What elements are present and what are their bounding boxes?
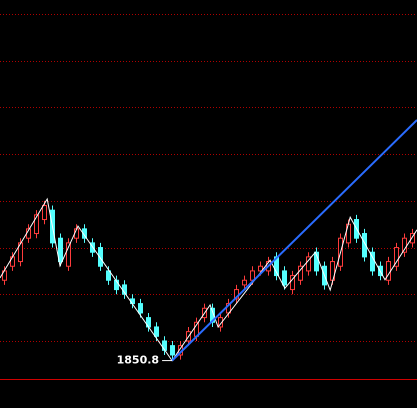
candle-body <box>114 279 119 291</box>
candle-body <box>138 303 143 314</box>
candle-body <box>242 279 247 286</box>
candle-body <box>218 317 223 328</box>
trend-line <box>171 119 417 362</box>
candle-body <box>66 242 71 267</box>
candle-body <box>298 265 303 281</box>
candle-body <box>314 251 319 272</box>
candle-body <box>154 326 159 337</box>
candle-body <box>42 205 47 221</box>
candle-body <box>98 247 103 267</box>
zigzag-line <box>0 197 417 362</box>
candle-body <box>34 214 39 235</box>
candle-body <box>106 270 111 281</box>
candle-body <box>394 247 399 267</box>
candle-body <box>290 275 295 291</box>
candle-body <box>170 345 175 356</box>
candle-body <box>362 233 367 258</box>
candle-body <box>410 233 415 244</box>
low-annotation: 1850.8 <box>117 354 159 367</box>
candle-body <box>306 256 311 272</box>
candle-body <box>282 270 287 286</box>
candle-body <box>10 256 15 267</box>
candle-body <box>402 237 407 253</box>
candle-body <box>58 237 63 263</box>
lines <box>0 119 417 362</box>
candle-body <box>258 265 263 272</box>
candle-body <box>82 228 87 239</box>
